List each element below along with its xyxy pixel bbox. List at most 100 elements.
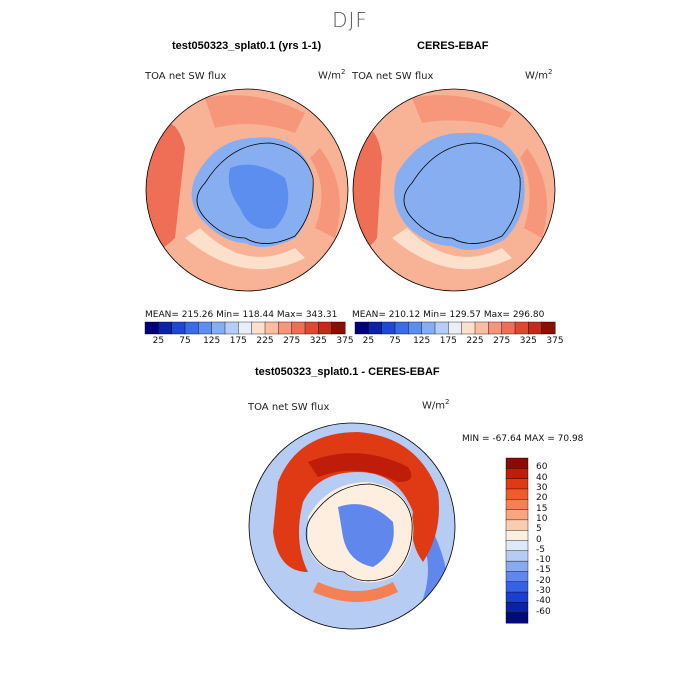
model-colorbar-tick: 375 xyxy=(336,336,354,346)
obs-colorbar-tick: 225 xyxy=(466,336,484,346)
obs-colorbar-tick: 125 xyxy=(413,336,431,346)
obs-units-label: W/m2 xyxy=(525,68,553,82)
diff-colorbar-swatch xyxy=(505,457,529,469)
diff-colorbar-tick: 20 xyxy=(536,493,548,504)
diff-antarctica-negative xyxy=(338,504,394,567)
model-colorbar-tick: 175 xyxy=(229,336,247,346)
obs-colorbar xyxy=(354,321,556,335)
obs-colorbar-swatch xyxy=(541,321,556,335)
model-colorbar-swatch xyxy=(251,321,266,335)
model-colorbar-swatch xyxy=(198,321,213,335)
diff-colorbar-tick: -60 xyxy=(536,606,551,617)
obs-colorbar-swatch xyxy=(501,321,516,335)
model-colorbar-tick: 275 xyxy=(283,336,301,346)
model-colorbar-swatch xyxy=(211,321,226,335)
obs-colorbar-swatch xyxy=(474,321,489,335)
diff-colorbar-tick: 15 xyxy=(536,503,548,514)
model-colorbar-swatch xyxy=(278,321,293,335)
obs-coastline xyxy=(403,142,521,244)
obs-colorbar-swatch xyxy=(421,321,436,335)
obs-colorbar-swatch xyxy=(354,321,369,335)
diff-colorbar-tick: 5 xyxy=(536,524,542,535)
diff-minmax: MIN = -67.64 MAX = 70.98 xyxy=(462,434,584,444)
model-colorbar-swatch xyxy=(331,321,346,335)
obs-north-band xyxy=(412,95,512,128)
diff-colorbar-swatch xyxy=(505,499,529,511)
model-colorbar-swatch xyxy=(158,321,173,335)
obs-colorbar-tick: 275 xyxy=(493,336,511,346)
obs-colorbar-swatch xyxy=(381,321,396,335)
model-west-high-region xyxy=(146,121,185,252)
model-colorbar-tick: 75 xyxy=(179,336,191,346)
model-colorbar-swatch xyxy=(144,321,159,335)
obs-colorbar-swatch xyxy=(514,321,529,335)
diff-south-positive xyxy=(313,582,398,602)
diff-colorbar-swatch xyxy=(505,560,529,572)
obs-colorbar-tick: 75 xyxy=(389,336,401,346)
diff-colorbar-tick: 60 xyxy=(536,462,548,473)
diff-colorbar-swatch xyxy=(505,478,529,490)
diff-colorbar-tick: -15 xyxy=(536,565,551,576)
model-colorbar-swatch xyxy=(304,321,319,335)
model-south-ring xyxy=(185,228,305,270)
diff-colorbar-tick: -5 xyxy=(536,544,545,555)
diff-colorbar-swatch xyxy=(505,540,529,552)
obs-colorbar-swatch xyxy=(528,321,543,335)
model-colorbar-tick: 325 xyxy=(309,336,327,346)
obs-polar-map xyxy=(352,88,556,292)
diff-colorbar-tick: -30 xyxy=(536,586,551,597)
obs-colorbar-swatch xyxy=(394,321,409,335)
obs-west-high-region xyxy=(353,126,382,252)
obs-south-ring xyxy=(392,228,512,270)
obs-variable-label: TOA net SW flux xyxy=(352,71,434,82)
model-coastline xyxy=(196,142,314,244)
model-east-band xyxy=(310,148,340,238)
obs-colorbar-swatch xyxy=(368,321,383,335)
obs-antarctica-field xyxy=(394,132,525,250)
model-colorbar-swatch xyxy=(224,321,239,335)
model-north-band xyxy=(205,95,305,133)
diff-colorbar-tick: 0 xyxy=(536,534,542,545)
model-colorbar-swatch xyxy=(264,321,279,335)
model-colorbar-swatch xyxy=(238,321,253,335)
obs-colorbar-swatch xyxy=(461,321,476,335)
model-colorbar-swatch xyxy=(184,321,199,335)
model-units-label: W/m2 xyxy=(318,68,346,82)
obs-colorbar-tick: 25 xyxy=(362,336,375,346)
diff-colorbar-swatch xyxy=(505,591,529,603)
diff-colorbar-swatch xyxy=(505,468,529,480)
model-stats: MEAN= 215.26 Min= 118.44 Max= 343.31 xyxy=(145,310,338,320)
obs-colorbar-tick: 375 xyxy=(546,336,564,346)
diff-colorbar-swatch xyxy=(505,581,529,593)
model-antarctica-core xyxy=(228,164,289,229)
obs-stats: MEAN= 210.12 Min= 129.57 Max= 296.80 xyxy=(352,310,545,320)
diff-colorbar-swatch xyxy=(505,519,529,531)
obs-colorbar-tick: 325 xyxy=(519,336,537,346)
diff-variable-label: TOA net SW flux xyxy=(248,402,330,413)
diff-colorbar-swatch xyxy=(505,550,529,562)
model-variable-label: TOA net SW flux xyxy=(145,71,227,82)
obs-colorbar-tick: 175 xyxy=(439,336,457,346)
diff-polar-map xyxy=(248,422,456,630)
obs-colorbar-ticks: 25 75 125 175 225 275 325 375 xyxy=(355,336,564,348)
diff-colorbar-swatch xyxy=(505,571,529,583)
model-polar-map xyxy=(145,88,349,292)
model-panel-title: test050323_splat0.1 (yrs 1-1) xyxy=(172,40,322,52)
diff-colorbar-tick: 40 xyxy=(536,472,548,483)
obs-colorbar-swatch xyxy=(434,321,449,335)
model-colorbar-swatch xyxy=(171,321,186,335)
obs-panel-title: CERES-EBAF xyxy=(417,40,489,52)
model-colorbar-swatch xyxy=(291,321,306,335)
model-colorbar xyxy=(144,321,346,335)
diff-coastline xyxy=(305,483,413,582)
obs-colorbar-swatch xyxy=(448,321,463,335)
model-map-border xyxy=(145,88,349,292)
obs-colorbar-swatch xyxy=(488,321,503,335)
model-colorbar-tick: 225 xyxy=(256,336,274,346)
diff-colorbar-ticks: 60 40 30 20 15 10 5 0 -5 -10 -15 -20 -30 -40 -60 xyxy=(536,458,576,623)
diff-colorbar xyxy=(505,457,529,624)
model-colorbar-tick: 125 xyxy=(203,336,221,346)
obs-colorbar-swatch xyxy=(408,321,423,335)
model-colorbar-swatch xyxy=(318,321,333,335)
diff-map-border xyxy=(248,422,456,630)
